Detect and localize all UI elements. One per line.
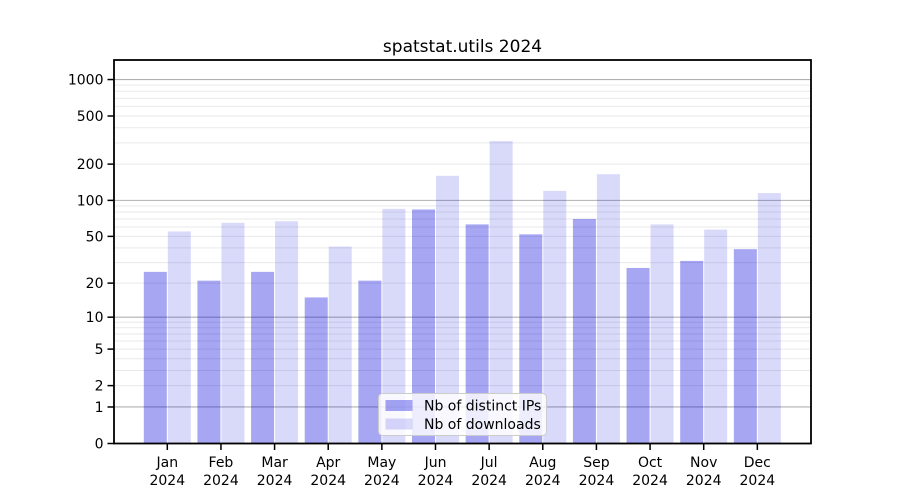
bar-oct-downloads [650,224,674,444]
bar-feb-ips [197,280,221,444]
legend: Nb of distinct IPs Nb of downloads [378,393,547,436]
y-tick-label: 0 [95,437,104,453]
y-tick-label: 500 [77,109,104,125]
bar-jan-downloads [167,231,191,444]
x-tick-label-month: Aug [529,455,556,471]
x-tick-label-year: 2024 [257,473,293,489]
x-tick-label-month: Jun [424,455,447,471]
bars-distinct-ips [143,209,757,444]
x-tick-label-month: Nov [690,455,717,471]
bar-jan-ips [143,271,167,444]
plot-box [113,59,812,445]
x-tick-label-month: Jul [480,455,498,471]
y-tick-label: 5 [95,342,104,358]
legend-label-distinct-ips: Nb of distinct IPs [424,399,541,415]
y-tick-label: 100 [77,193,104,209]
chart-title: spatstat.utils 2024 [383,37,542,57]
x-tick-label-month: Dec [744,455,771,471]
bar-apr-ips [304,297,328,444]
x-tick-label-month: Sep [583,455,610,471]
x-tick-label-month: Jan [156,455,179,471]
legend-swatch-downloads [385,418,413,430]
x-tick-label-year: 2024 [203,473,239,489]
bar-nov-ips [680,260,704,444]
x-tick-label-year: 2024 [310,473,346,489]
x-tick-label-month: Mar [261,455,288,471]
bar-aug-ips [519,234,543,444]
legend-swatch-distinct-ips [385,400,413,411]
bar-nov-downloads [704,229,728,444]
legend-box [378,393,547,436]
bar-aug-downloads [543,190,567,444]
bar-mar-downloads [275,221,299,444]
bar-dec-downloads [757,193,781,444]
bar-may-ips [358,280,382,444]
bar-dec-ips [733,249,757,444]
x-tick-label-year: 2024 [471,473,507,489]
y-tick-label: 2 [95,379,104,395]
y-tick-label: 20 [86,276,104,292]
x-tick-label-month: Apr [316,455,340,471]
x-tick-label-year: 2024 [740,473,776,489]
x-tick-label-year: 2024 [525,473,561,489]
y-axis: 0 1 2 5 10 20 50 100 200 500 1000 [68,73,114,453]
x-tick-label-year: 2024 [418,473,454,489]
x-tick-label-year: 2024 [579,473,615,489]
bar-jul-ips [465,224,489,444]
bar-feb-downloads [221,222,245,444]
bar-apr-downloads [328,246,352,444]
x-tick-label-month: Oct [638,455,663,471]
y-tick-label: 50 [86,229,104,245]
x-tick-label-year: 2024 [632,473,668,489]
y-tick-label: 1 [95,400,104,416]
bar-jul-downloads [489,141,513,444]
x-axis: Jan 2024 Feb 2024 Mar 2024 Apr 2024 May 2024 Jun 20… [149,443,776,489]
bar-oct-ips [626,267,650,444]
gridlines-minor [114,84,811,387]
y-tick-label: 200 [77,157,104,173]
bar-may-downloads [382,208,406,444]
y-tick-label: 10 [86,310,104,326]
y-tick-label: 1000 [68,73,104,89]
x-tick-label-month: Feb [209,455,234,471]
bar-jun-downloads [436,175,459,444]
x-tick-label-year: 2024 [364,473,400,489]
bar-sep-ips [572,218,596,444]
bars-downloads [167,141,781,444]
legend-label-downloads: Nb of downloads [424,417,541,433]
bar-jun-ips [412,209,435,444]
bar-sep-downloads [596,174,620,444]
x-tick-label-year: 2024 [149,473,185,489]
bar-mar-ips [251,271,275,444]
x-tick-label-year: 2024 [686,473,722,489]
x-tick-label-month: May [367,455,396,471]
